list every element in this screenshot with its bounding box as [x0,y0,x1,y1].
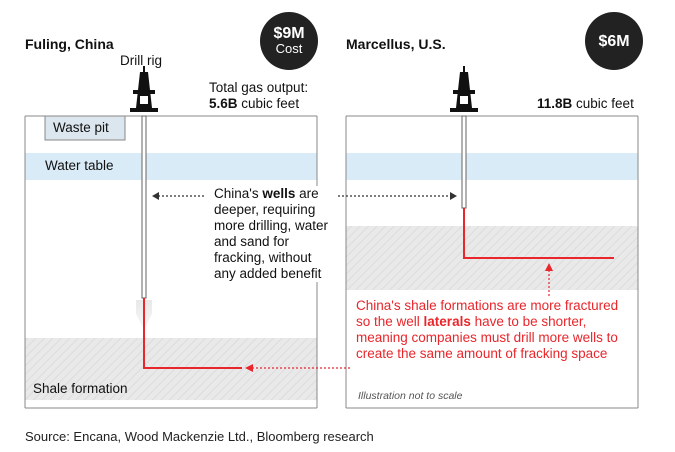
laterals-note-post: have to be shorter, meaning companies mu… [356,314,618,361]
left-output-value: 5.6B [209,96,238,111]
laterals-note-leader [245,263,553,372]
laterals-note-bold: laterals [423,314,471,329]
right-output-unit: cubic feet [572,96,634,111]
left-output: 5.6B cubic feet [209,96,299,111]
water-table-band-left [25,153,317,180]
drill-rig-left-icon [130,66,158,112]
water-table-label: Water table [45,158,114,173]
wells-note-bold: wells [262,186,296,201]
scale-note: Illustration not to scale [358,390,463,402]
well-lateral-right [463,208,614,259]
well-bore-right [461,115,467,209]
right-cost-amount: $6M [598,32,630,50]
right-output-value: 11.8B [537,96,573,111]
right-panel-title: Marcellus, U.S. [346,36,446,52]
left-cost-badge: $9M Cost [260,12,318,70]
left-output-label: Total gas output: [209,80,309,95]
right-output: 11.8B cubic feet [537,96,634,111]
source-line: Source: Encana, Wood Mackenzie Ltd., Blo… [25,429,374,444]
wells-note-post: are deeper, requiring more drilling, wat… [214,186,329,281]
drill-rig-right-icon [450,66,478,112]
left-output-unit: cubic feet [237,96,300,111]
left-cost-amount: $9M [273,25,305,42]
waste-pit-label: Waste pit [53,120,109,135]
wells-note-pre: China's [214,186,263,201]
well-bore-left [141,115,147,299]
waste-pit [44,115,126,141]
right-cost-badge: $6M [585,12,643,70]
left-panel-title: Fuling, China [25,36,114,52]
wells-note: China's wells are deeper, requiring more… [212,186,336,282]
right-panel-ground [345,115,639,409]
laterals-note: China's shale formations are more fractu… [356,298,636,362]
left-cost-label: Cost [275,41,303,56]
well-lateral-left [143,298,242,369]
water-table-band-right [346,153,638,180]
laterals-note-pre: China's shale formations are more fractu… [356,298,619,329]
drill-rig-label: Drill rig [120,53,162,68]
shale-formation-label: Shale formation [33,381,128,396]
